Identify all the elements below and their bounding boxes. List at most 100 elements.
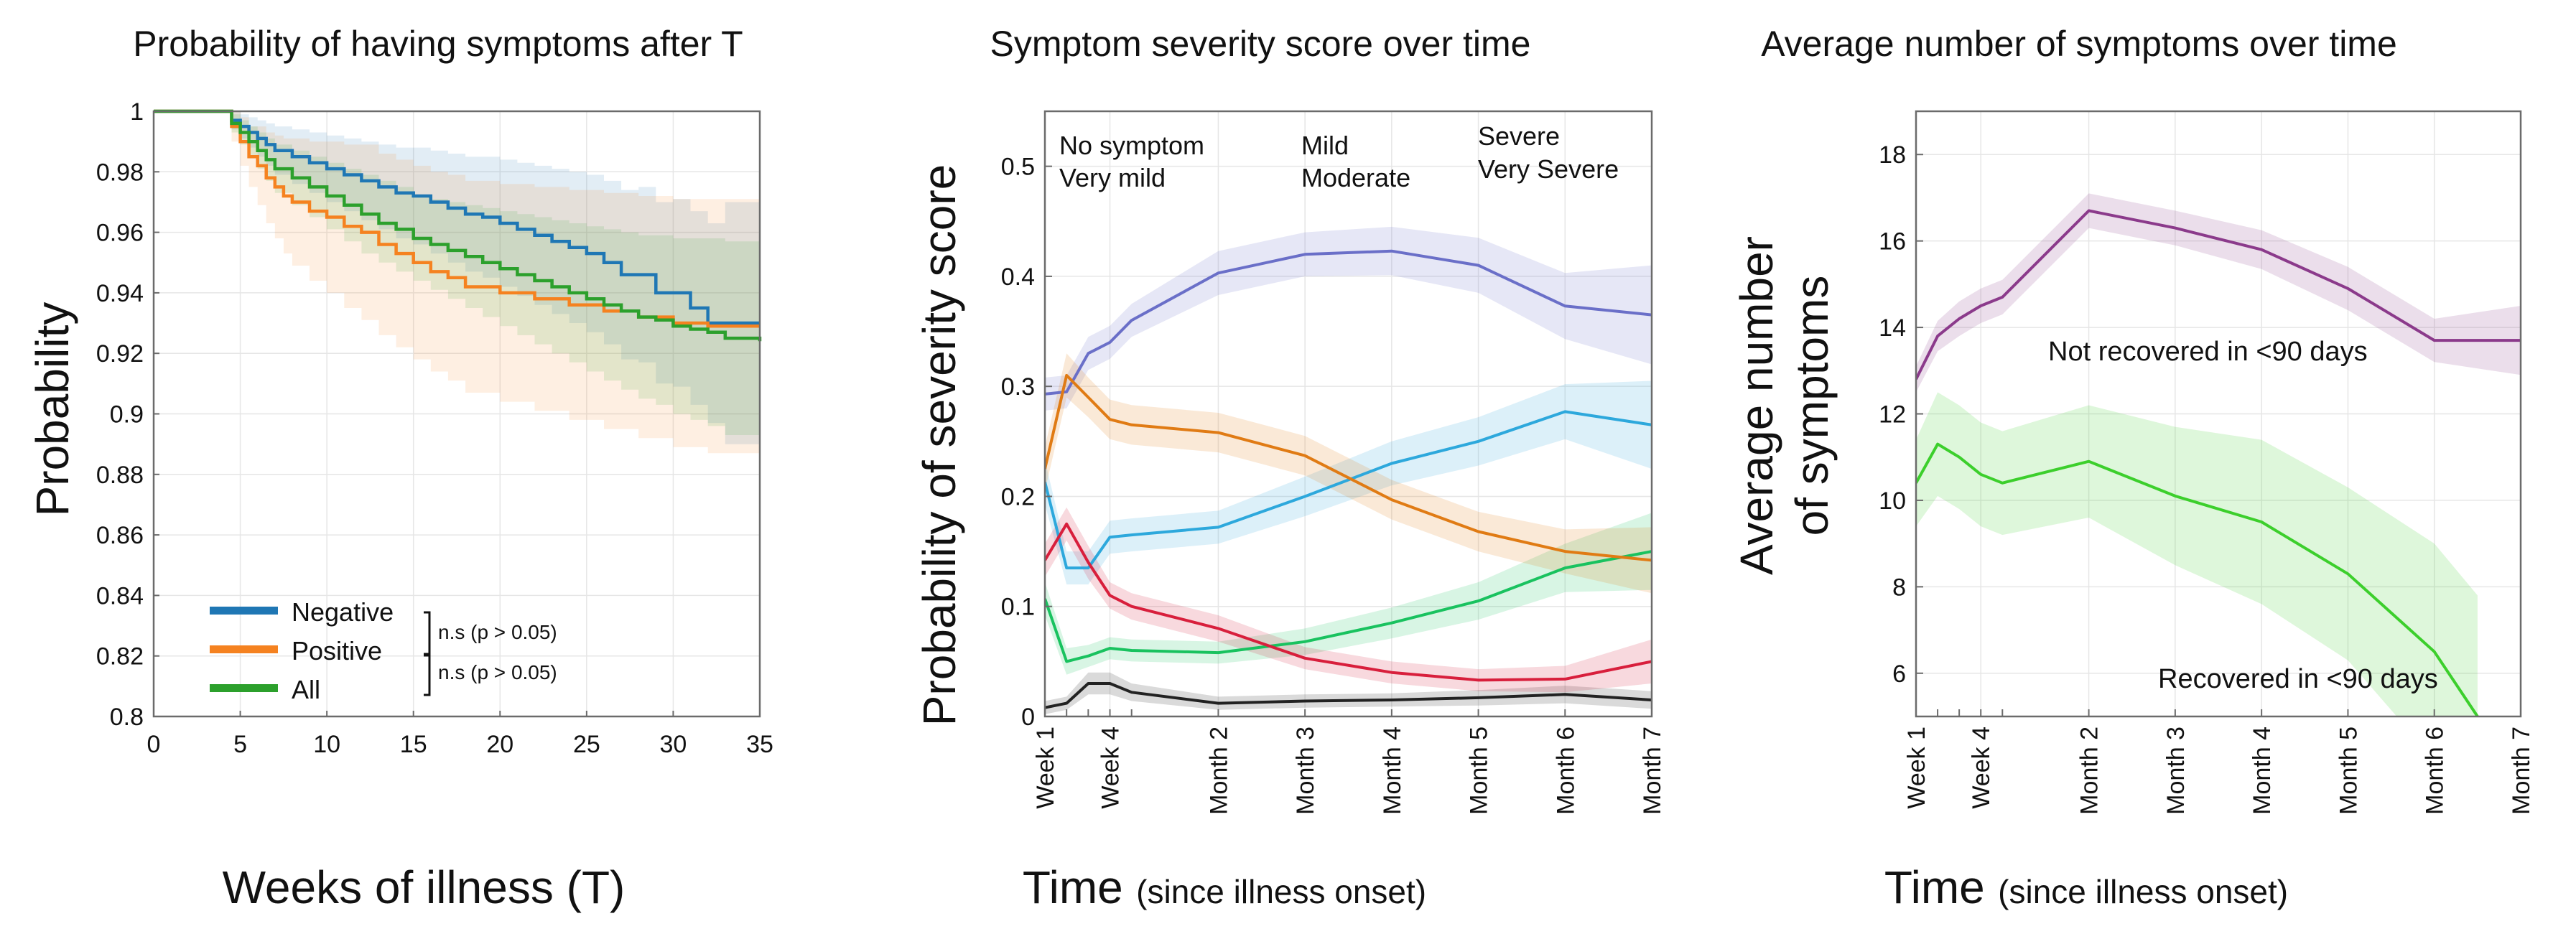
series-line-recovered-in-90-days: [1916, 442, 2479, 716]
chart3-x-ticks: Week 1 Week 4 Month 2 Month 3 Month 4 Month 5…: [1903, 709, 2535, 815]
chart1-title: Probability of having symptoms after T: [133, 24, 743, 64]
chart3-lines: [1916, 209, 2521, 716]
p3-ytick-label: 10: [1879, 487, 1906, 515]
p2-xtick-label: Month 7: [1639, 727, 1666, 815]
chart1-xtick-label: 15: [400, 731, 427, 758]
p3-xtick-label: Month 7: [2508, 727, 2535, 815]
chart1-xlabel: Weeks of illness (T): [223, 861, 626, 913]
p2-xtick-label: Week 4: [1097, 727, 1125, 809]
p3-xtick-label: Month 3: [2162, 727, 2190, 815]
chart1-ytick-label: 0.86: [96, 522, 144, 549]
chart1-xtick-label: 0: [147, 731, 161, 758]
chart3-grid: [1916, 111, 2521, 716]
p2-ytick-label: 0.2: [1001, 483, 1035, 510]
chart3-title: Average number of symptoms over time: [1761, 24, 2397, 64]
chart2-lines: [1045, 249, 1652, 709]
p3-xtick-label: Week 1: [1903, 727, 1930, 809]
ci-band-positive: [154, 111, 760, 457]
p3-ytick-label: 16: [1879, 228, 1906, 256]
p3-xtick-label: Month 2: [2076, 727, 2103, 815]
legend-label-positive: Positive: [292, 636, 382, 666]
chart2-xlabel-suffix: (since illness onset): [1136, 873, 1426, 910]
chart1-xtick-label: 30: [660, 731, 687, 758]
chart2-ylabel: Probability of severity score: [913, 164, 965, 727]
chart1-ci-bands: [154, 111, 760, 457]
bracket-2: [424, 654, 431, 696]
chart2-xlabel-main: Time: [1023, 861, 1123, 913]
legend-swatch-positive: [210, 645, 278, 653]
chart1-xtick-label: 10: [313, 731, 340, 758]
annotation-recovered: Recovered in <90 days: [2158, 664, 2438, 694]
ci-band-no-symptom: [1045, 672, 1652, 714]
chart1-ytick-label: 0.94: [96, 280, 144, 307]
p2-xtick-label: Month 5: [1466, 727, 1493, 815]
chart1-ytick-label: 0.92: [96, 340, 144, 368]
significance-label-2: n.s (p > 0.05): [438, 661, 557, 683]
legend-no-symptom: No symptom: [1059, 131, 1204, 160]
legend-very-severe: Very Severe: [1478, 154, 1619, 184]
ci-band-severe: [1045, 353, 1652, 594]
chart2-xlabel: Time (since illness onset): [1023, 861, 1426, 913]
p2-ytick-label: 0: [1021, 704, 1035, 731]
chart1-ytick-label: 0.88: [96, 462, 144, 489]
symptom-count-chart: Average number of symptoms over time Ave…: [1731, 24, 2535, 913]
annotation-not-recovered: Not recovered in <90 days: [2048, 337, 2368, 367]
legend-very-mild: Very mild: [1059, 163, 1166, 192]
legend-mild: Mild: [1301, 131, 1349, 160]
p2-xtick-label: Month 4: [1379, 727, 1406, 815]
chart2-x-ticks: Week 1 Week 4 Month 2 Month 3 Month 4 Month 5…: [1032, 709, 1666, 815]
chart3-ylabel-line1: Average number: [1731, 236, 1782, 575]
chart1-xtick-label: 35: [746, 731, 773, 758]
p3-ytick-label: 18: [1879, 141, 1906, 169]
p2-ytick-label: 0.4: [1001, 263, 1035, 291]
chart1-ytick-label: 0.9: [110, 401, 144, 429]
chart3-ylabel-line2: of symptoms: [1786, 276, 1838, 536]
chart1-ytick-label: 0.8: [110, 704, 144, 731]
survival-chart: Probability of having symptoms after T P…: [27, 24, 773, 913]
series-line-not-recovered-in-90-days: [1916, 209, 2521, 380]
chart1-lines: [154, 109, 762, 342]
chart2-axes-box: [1043, 110, 1653, 718]
series-line-mild: [1045, 410, 1652, 570]
ci-band-not-recovered-in-90-days: [1916, 193, 2521, 393]
ci-band-mild: [1045, 380, 1652, 585]
series-line-severe: [1045, 373, 1652, 562]
p3-xtick-label: Week 4: [1968, 727, 1995, 809]
p3-xtick-label: Month 5: [2335, 727, 2362, 815]
chart2-grid: [1045, 111, 1652, 716]
series-line-positive: [154, 109, 760, 328]
series-line-all: [154, 109, 762, 342]
series-line-very-severe: [1045, 522, 1652, 682]
p2-ytick-label: 0.1: [1001, 594, 1035, 621]
p3-ytick-label: 6: [1892, 660, 1906, 688]
ci-band-moderate: [1045, 226, 1652, 411]
p2-xtick-label: Month 6: [1552, 727, 1579, 815]
ci-band-recovered-in-90-days: [1916, 392, 2478, 716]
chart1-x-ticks: 0 5 10 15 20 25 30 35: [147, 711, 773, 758]
series-line-very-mild: [1045, 550, 1652, 663]
chart3-xlabel: Time (since illness onset): [1884, 861, 2288, 913]
significance-label-1: n.s (p > 0.05): [438, 621, 557, 643]
ci-band-very-mild: [1045, 513, 1652, 675]
chart3-ci-bands: [1916, 193, 2521, 716]
ci-band-negative: [154, 111, 760, 444]
p3-ytick-label: 8: [1892, 574, 1906, 601]
legend-swatch-negative: [210, 607, 278, 615]
legend-label-all: All: [292, 675, 320, 704]
chart2-title: Symptom severity score over time: [990, 24, 1531, 64]
chart3-y-ticks: 6 8 10 12 14 16 18: [1879, 141, 1923, 688]
chart1-xtick-label: 20: [486, 731, 513, 758]
p3-xtick-label: Month 4: [2249, 727, 2276, 815]
chart2-ci-bands: [1045, 226, 1652, 714]
p2-xtick-label: Month 2: [1205, 727, 1232, 815]
chart1-ytick-label: 0.96: [96, 220, 144, 247]
chart1-ylabel: Probability: [27, 302, 78, 517]
legend-label-negative: Negative: [292, 597, 394, 627]
p2-ytick-label: 0.5: [1001, 154, 1035, 181]
chart1-xtick-label: 25: [573, 731, 600, 758]
legend-severe: Severe: [1478, 121, 1560, 151]
chart2-legend: No symptom Very mild Mild Moderate Sever…: [1059, 121, 1619, 192]
chart1-xtick-label: 5: [233, 731, 247, 758]
chart1-legend: Negative Positive All n.s (p > 0.05) n.s…: [210, 597, 557, 704]
